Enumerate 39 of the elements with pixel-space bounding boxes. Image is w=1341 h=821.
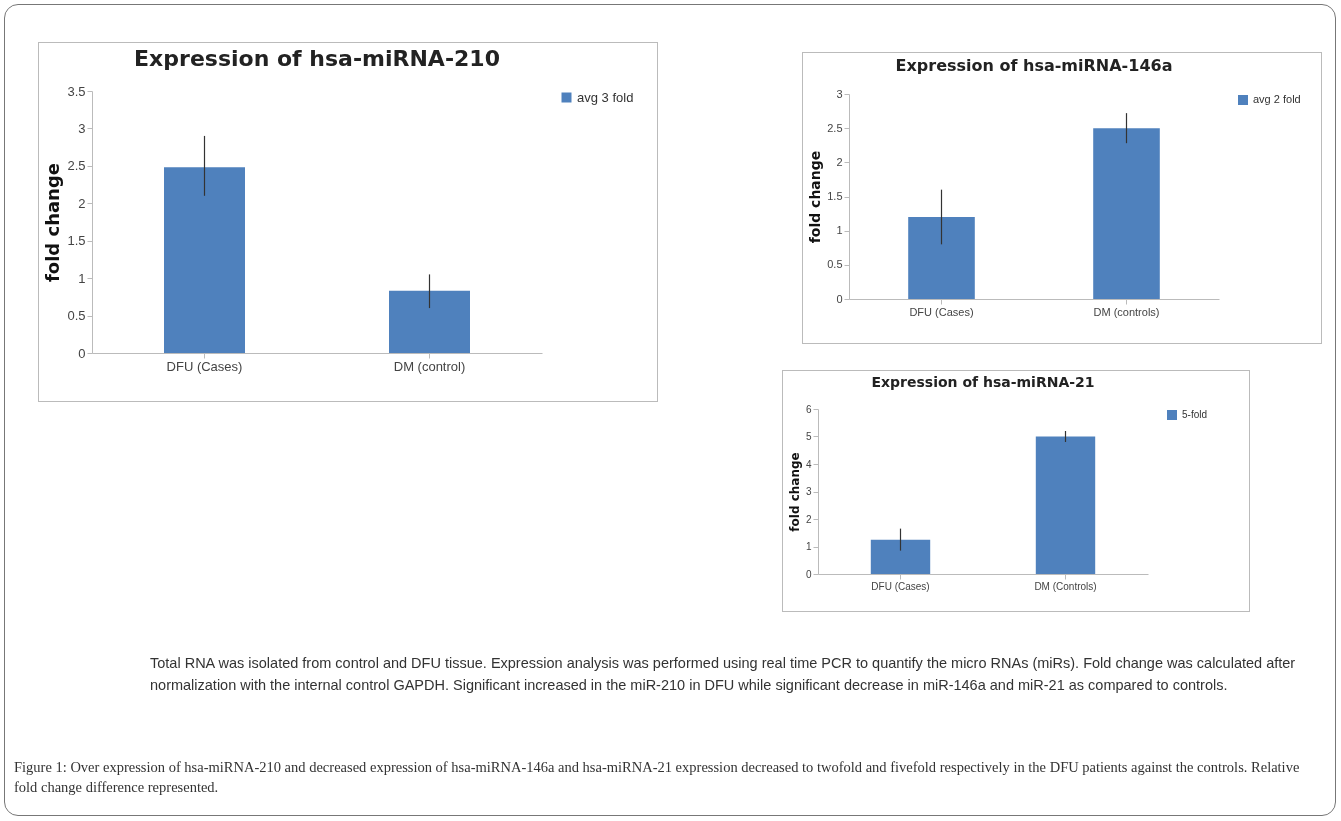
y-tick-label: 2 (78, 195, 86, 211)
legend-label: avg 2 fold (1253, 93, 1301, 105)
caption: Figure 1: Over expression of hsa-miRNA-210 and decreased expression of hsa-miRNA-146a and hsa-miRNA-21 expression decreased to twofold and fivefold respectively in the DFU patients against the controls. Relative fold change difference represented. (14, 758, 1301, 798)
y-tick-label: 0 (805, 568, 812, 580)
y-tick-label: 6 (805, 403, 812, 415)
y-tick-label: 0.5 (827, 258, 843, 271)
y-tick-label: 0.5 (67, 308, 86, 324)
y-axis-title: fold change (787, 452, 802, 532)
text: Total RNA was isolated from control and DFU tissue. Expression analysis was performed using real time PCR to quantify the micro RNAs (miRs). Fold change was calculated after normalization with the internal control GAPDH. Significant increased in the miR-210 in DFU while significant decrease in miR-146a and miR-21 as compared to controls. (150, 654, 1297, 696)
y-tick-label: 1 (78, 270, 86, 286)
y-tick-label: 0 (78, 345, 86, 361)
y-tick-label: 2.5 (67, 158, 86, 174)
y-tick-label: 2.5 (827, 121, 843, 134)
y-tick-label: 3.5 (67, 83, 86, 99)
legend-label: avg 3 fold (577, 89, 634, 105)
y-axis-title: fold change (42, 162, 64, 283)
y-tick-label: 1 (836, 224, 843, 237)
y-tick-label: 2 (805, 513, 812, 525)
y-tick-label: 3 (78, 120, 86, 136)
chart-title: Expression of hsa-miRNA-146a (895, 56, 1173, 75)
y-tick-label: 0 (836, 292, 843, 305)
y-tick-label: 3 (805, 486, 812, 497)
y-axis-title: fold change (807, 150, 824, 244)
y-tick-label: 1 (805, 541, 812, 552)
y-tick-label: 5 (805, 431, 812, 442)
y-tick-label: 2 (836, 155, 843, 168)
x-tick-label: DFU (Cases) (871, 580, 930, 592)
y-tick-label: 4 (805, 458, 812, 470)
y-tick-label: 1.5 (827, 190, 843, 202)
y-tick-label: 1.5 (67, 233, 86, 249)
chart-title: Expression of hsa-miRNA-21 (871, 374, 1095, 390)
x-tick-label: DFU (Cases) (166, 358, 243, 374)
x-tick-label: DM (controls) (1093, 305, 1160, 318)
y-tick-label: 3 (836, 87, 843, 100)
chart-title: Expression of hsa-miRNA-210 (134, 46, 500, 71)
x-tick-label: DM (control) (393, 358, 466, 374)
x-tick-label: DFU (Cases) (909, 305, 974, 318)
x-tick-label: DM (Controls) (1034, 580, 1097, 592)
legend-label: 5-fold (1182, 409, 1208, 420)
